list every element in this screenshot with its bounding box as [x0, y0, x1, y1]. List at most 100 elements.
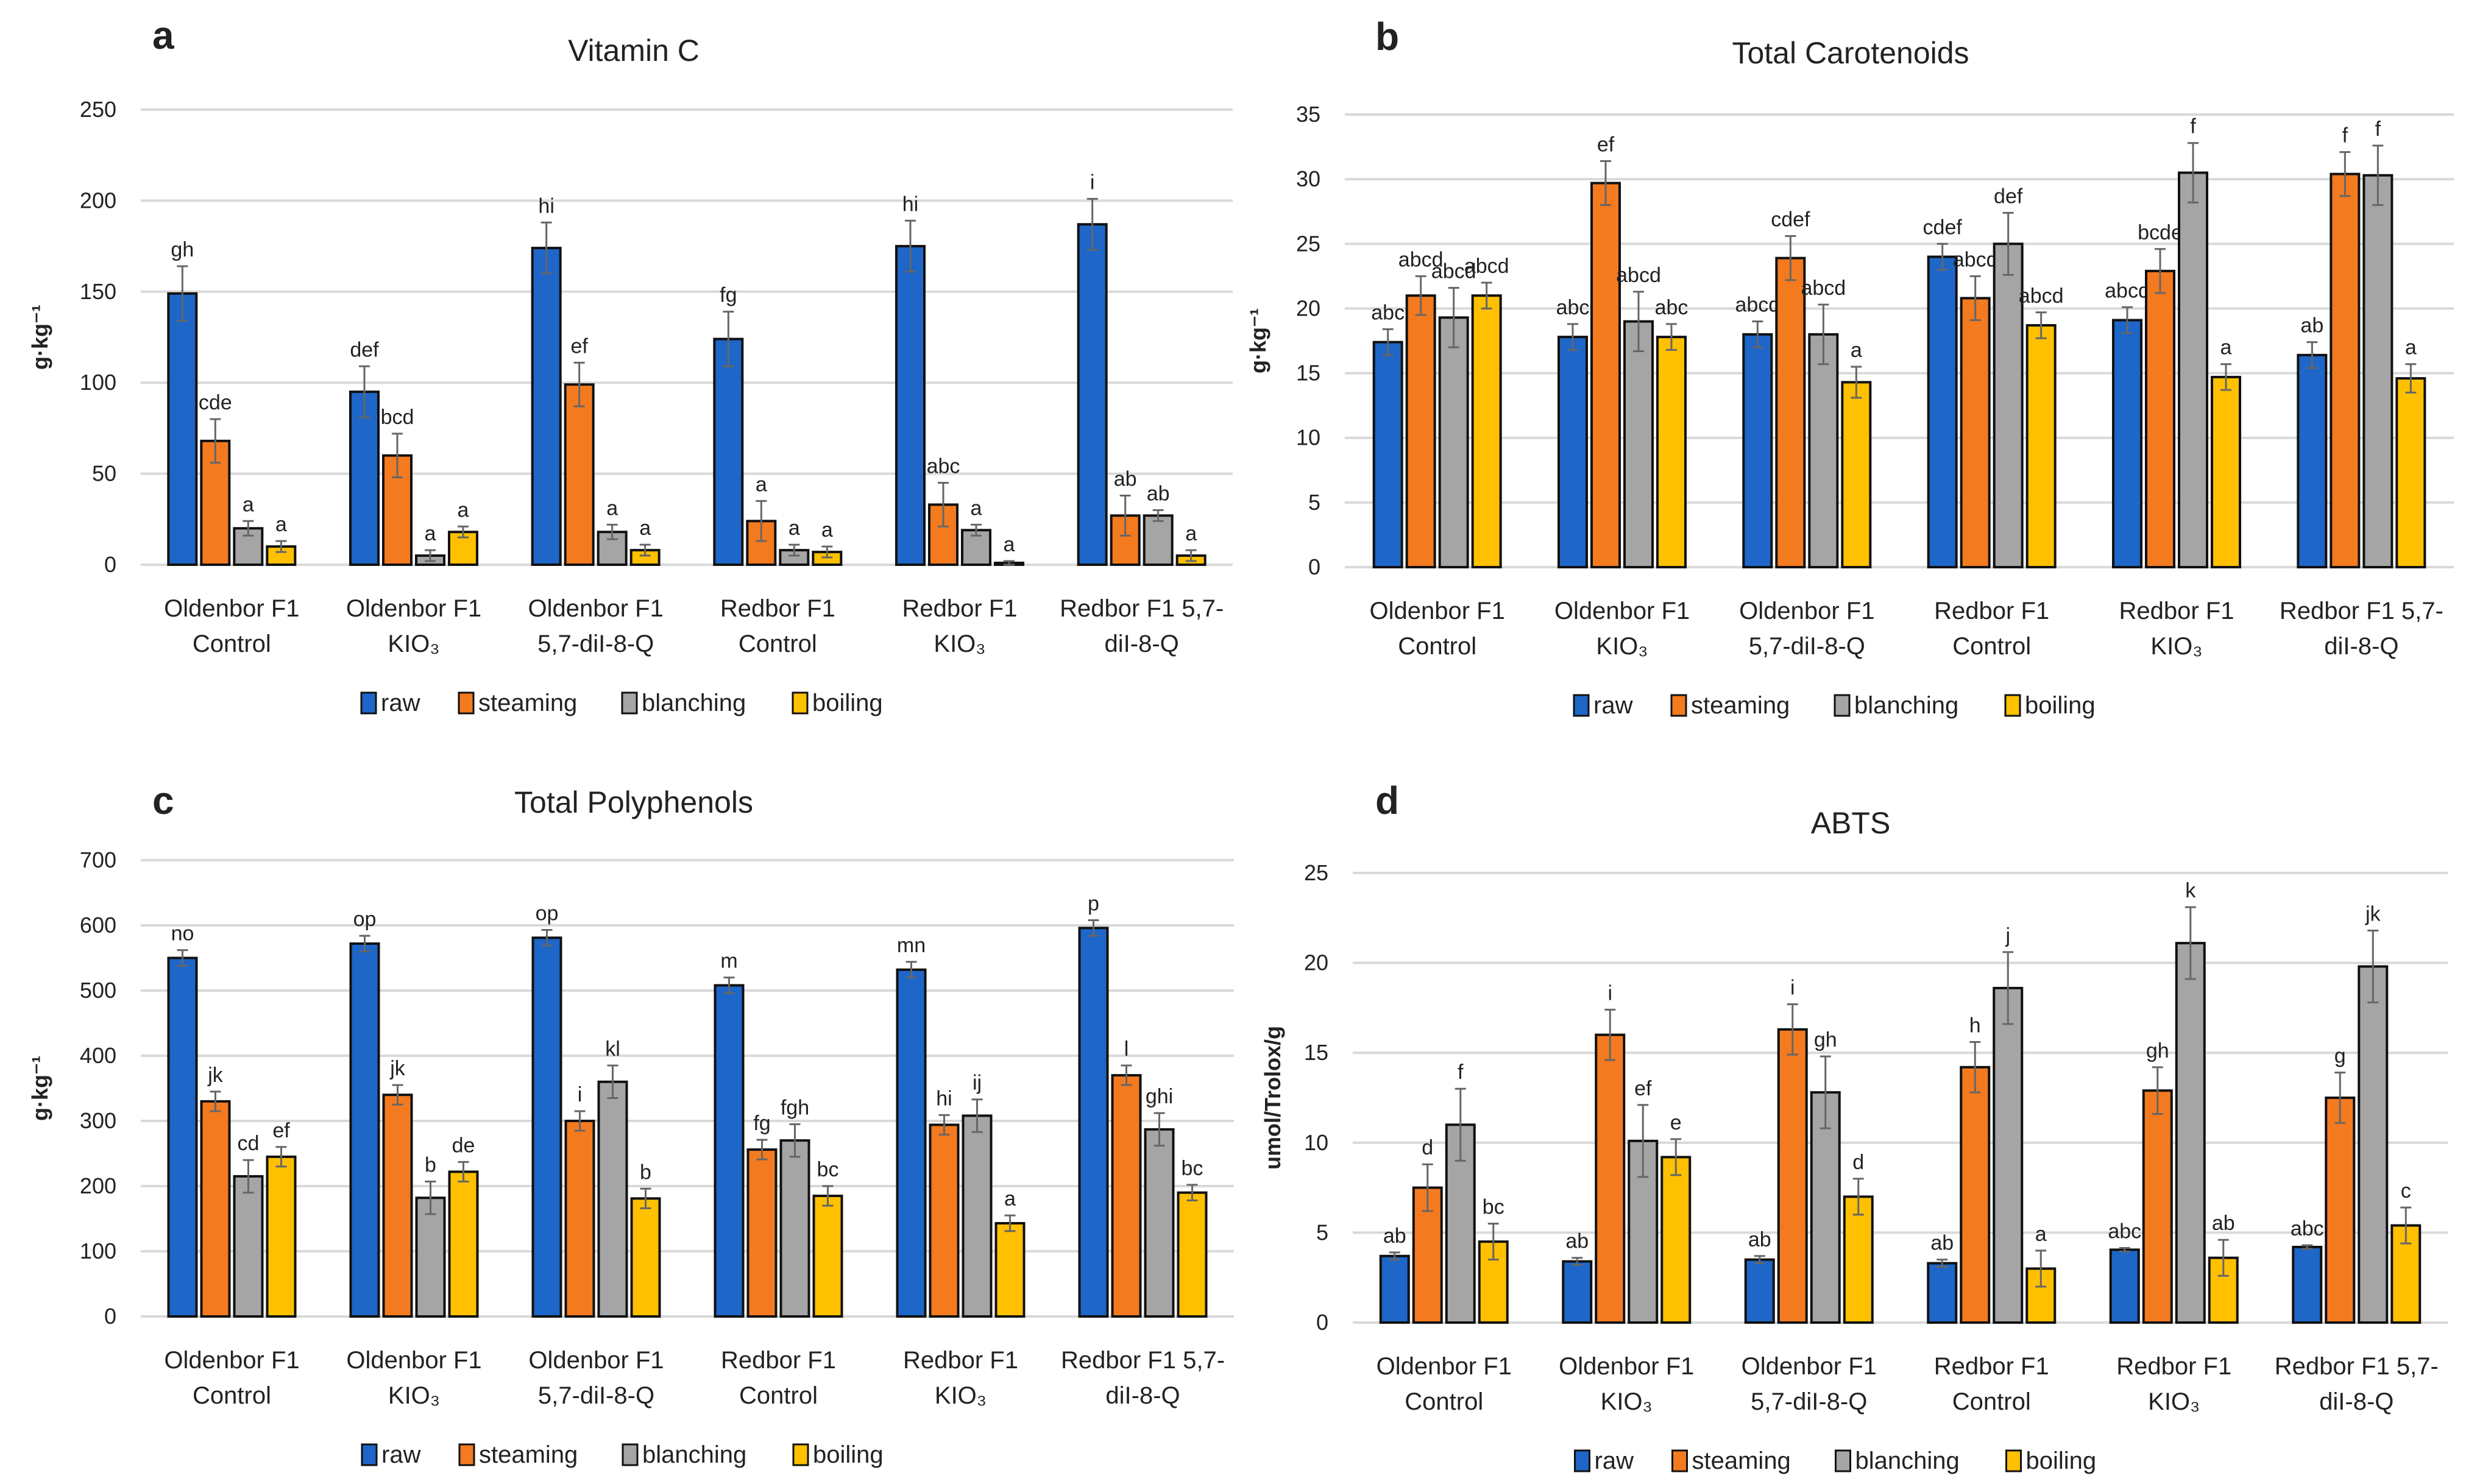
x-category-label: KIO₃: [1596, 633, 1648, 660]
significance-letter: bcde: [2138, 221, 2183, 244]
significance-letter: ab: [1383, 1224, 1406, 1248]
bar-raw: [2112, 319, 2142, 569]
bar-raw: [896, 968, 927, 1318]
x-category-label: Oldenbor F1: [164, 595, 299, 622]
bar-raw: [349, 942, 380, 1318]
significance-letter: ab: [1748, 1228, 1771, 1251]
bar-raw: [714, 984, 745, 1318]
y-tick-label: 400: [80, 1043, 116, 1068]
x-category-label: Control: [1398, 633, 1476, 660]
y-tick-label: 20: [1304, 950, 1328, 975]
legend-swatch-raw: [361, 1443, 378, 1466]
y-tick-label: 600: [80, 913, 116, 938]
significance-letter: abcd: [1735, 294, 1780, 317]
x-category-label: Oldenbor F1: [1377, 1353, 1512, 1380]
bar-boiling: [2395, 377, 2426, 568]
x-category-label: Redbor F1: [720, 595, 835, 622]
bar-steaming: [382, 1094, 413, 1318]
significance-letter: bcd: [381, 406, 414, 429]
bar-blanching: [1143, 514, 1174, 566]
significance-letter: cde: [199, 391, 232, 414]
bar-boiling: [1843, 1195, 1874, 1324]
significance-letter: a: [2220, 336, 2232, 359]
x-category-label: Redbor F1 5,7-: [2275, 1353, 2439, 1380]
significance-letter: abcd: [2019, 284, 2064, 308]
bar-steaming: [1595, 1033, 1626, 1324]
legend-swatch-raw: [1573, 694, 1590, 717]
significance-letter: m: [720, 950, 737, 973]
bar-blanching: [415, 1196, 446, 1318]
bar-blanching: [1808, 333, 1839, 569]
significance-letter: a: [425, 522, 436, 545]
x-category-label: Control: [1405, 1388, 1483, 1415]
legend-swatch-steaming: [1671, 1449, 1688, 1472]
bar-raw: [1562, 1260, 1593, 1324]
bar-boiling: [448, 1170, 479, 1318]
y-tick-label: 30: [1296, 166, 1320, 191]
x-category-label: Control: [739, 631, 817, 657]
significance-letter: i: [578, 1083, 583, 1106]
significance-letter: ab: [2212, 1212, 2235, 1235]
significance-letter: a: [2405, 336, 2417, 359]
x-category-label: Oldenbor F1: [528, 1347, 664, 1374]
bar-steaming: [2325, 1097, 2356, 1324]
significance-letter: fg: [753, 1112, 770, 1135]
significance-letter: a: [243, 493, 254, 516]
bar-boiling: [630, 1197, 661, 1318]
bar-steaming: [1110, 514, 1141, 566]
panel-d-abts: d ABTS umol/Trolox/g 0 5 10 15 20 25 Oldenbor F1 C…: [1238, 755, 2476, 1484]
bar-blanching: [1438, 316, 1469, 568]
significance-letter: i: [1607, 981, 1612, 1005]
x-category-label: Control: [1952, 1388, 2031, 1415]
y-tick-label: 200: [80, 188, 116, 213]
bar-steaming: [2142, 1089, 2173, 1324]
significance-letter: op: [536, 902, 559, 925]
legend-swatch-raw: [1574, 1449, 1590, 1472]
significance-letter: cdef: [1771, 208, 1810, 231]
x-category-label: 5,7-diI-8-Q: [537, 631, 654, 657]
significance-letter: jk: [207, 1064, 224, 1087]
significance-letter: jk: [2365, 902, 2381, 925]
bar-steaming: [1590, 182, 1621, 568]
legend-swatch-boiling: [2005, 1449, 2022, 1472]
chart-title: Total Polyphenols: [514, 785, 753, 819]
panel-a-vitamin-c: a Vitamin C g·kg⁻¹ 0 50 100 150 200 250 Oldenbor …: [0, 0, 1238, 742]
significance-letter: d: [1422, 1136, 1433, 1159]
x-category-label: Redbor F1: [721, 1347, 836, 1374]
legend-swatch-boiling: [792, 691, 809, 715]
significance-letter: k: [2185, 879, 2196, 902]
bar-steaming: [929, 1123, 960, 1318]
significance-letter: ab: [1147, 482, 1170, 505]
significance-letter: i: [1090, 171, 1095, 194]
significance-letter: ef: [1634, 1077, 1652, 1100]
significance-letter: kl: [605, 1037, 620, 1061]
x-category-label: Redbor F1: [1934, 598, 2049, 624]
bar-raw: [531, 247, 562, 566]
significance-letter: f: [2190, 115, 2196, 138]
bar-blanching: [1623, 320, 1654, 569]
x-category-label: 5,7-diI-8-Q: [1749, 633, 1865, 660]
significance-letter: ij: [973, 1072, 982, 1095]
significance-letter: ab: [1930, 1232, 1954, 1255]
bar-raw: [167, 292, 198, 566]
significance-letter: g: [2334, 1045, 2346, 1068]
legend-swatch-blanching: [1834, 694, 1851, 717]
y-tick-label: 20: [1296, 295, 1320, 320]
x-category-label: Control: [193, 1382, 271, 1409]
legend-label-steaming: steaming: [1691, 692, 1790, 719]
y-tick-label: 0: [1316, 1310, 1328, 1335]
x-category-label: Oldenbor F1: [346, 1347, 481, 1374]
y-tick-label: 25: [1296, 231, 1320, 256]
legend-swatch-raw: [360, 691, 377, 715]
significance-letter: fg: [720, 284, 737, 307]
significance-letter: cd: [238, 1132, 260, 1155]
significance-letter: ghi: [1146, 1085, 1173, 1108]
significance-letter: a: [1185, 522, 1197, 545]
x-category-label: Redbor F1: [2119, 598, 2234, 624]
chart-title: Vitamin C: [568, 34, 700, 68]
bar-raw: [1557, 336, 1588, 568]
legend-label-blanching: blanching: [1855, 1447, 1960, 1474]
significance-letter: abc: [1371, 301, 1405, 324]
bar-boiling: [1471, 294, 1502, 568]
panel-c-polyphenols: c Total Polyphenols g·kg⁻¹ 0 100 200 300 400 500…: [0, 755, 1238, 1484]
